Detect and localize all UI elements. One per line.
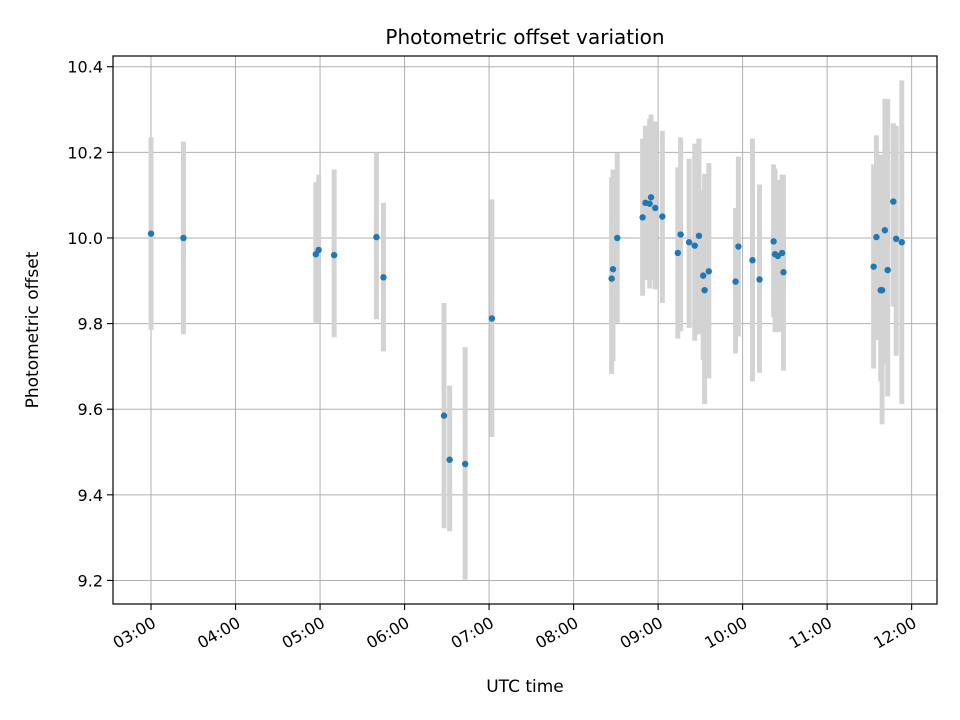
data-point [461,460,469,468]
x-tick-label: 08:00 [532,613,581,653]
data-point [646,200,653,207]
x-axis-label: UTC time [486,677,564,697]
x-tick-label: 07:00 [448,613,497,653]
x-tick-label: 10:00 [701,613,750,653]
data-point [890,198,897,205]
chart-title: Photometric offset variation [385,25,664,49]
x-tick-label: 12:00 [870,613,919,653]
data-point [699,272,707,279]
data-point [315,246,322,254]
x-tick-label: 09:00 [617,613,666,653]
data-point [609,266,617,273]
grid-lines [113,56,937,604]
data-point [701,286,708,294]
x-tick-label: 05:00 [279,613,328,653]
data-point [488,315,496,322]
y-tick-label: 9.4 [78,486,103,505]
data-point [732,278,739,285]
data-point [659,213,666,220]
x-tick-label: 03:00 [110,613,159,653]
data-point [749,257,756,264]
data-point [677,231,684,238]
data-point [695,232,703,240]
data-point [691,242,698,249]
y-tick-label: 10.4 [67,58,103,77]
plot-area-frame [112,55,938,605]
y-tick-label: 10.0 [67,229,103,248]
data-point [652,204,659,212]
error-bars [148,80,905,580]
data-point [373,233,380,241]
data-point [870,263,877,270]
data-point [770,238,777,245]
data-point [873,233,880,241]
data-point [446,456,453,463]
data-point [440,412,448,419]
data-points [147,194,905,468]
data-point [608,275,615,282]
data-point [647,194,655,201]
x-tick-label: 06:00 [363,613,412,653]
data-point [180,234,187,242]
data-point [674,249,682,257]
x-tick-label: 11:00 [786,613,835,653]
data-point [892,235,900,243]
y-tick-label: 9.8 [78,315,103,334]
data-point [685,239,693,246]
data-point [778,249,786,257]
data-point [330,251,338,259]
x-axis-ticks: 03:00 04:00 05:00 06:00 07:00 08:00 09:00 10:00… [110,604,920,653]
data-point [639,214,646,221]
data-point [756,276,763,283]
data-point [614,234,621,242]
data-point [705,268,713,275]
data-point [884,266,891,274]
data-point [380,274,387,281]
y-tick-label: 9.6 [78,400,103,419]
data-point [878,286,886,294]
y-axis-ticks: 9.2 9.4 9.6 9.8 10.0 10.2 10.4 [67,58,113,590]
y-axis-label: Photometric offset [23,251,43,408]
x-tick-label: 04:00 [194,613,243,653]
y-tick-label: 10.2 [67,143,103,162]
data-point [735,243,742,250]
data-point [780,269,787,276]
data-point [147,230,155,237]
y-tick-label: 9.2 [78,571,103,590]
data-point [881,227,889,234]
data-point [898,239,905,246]
